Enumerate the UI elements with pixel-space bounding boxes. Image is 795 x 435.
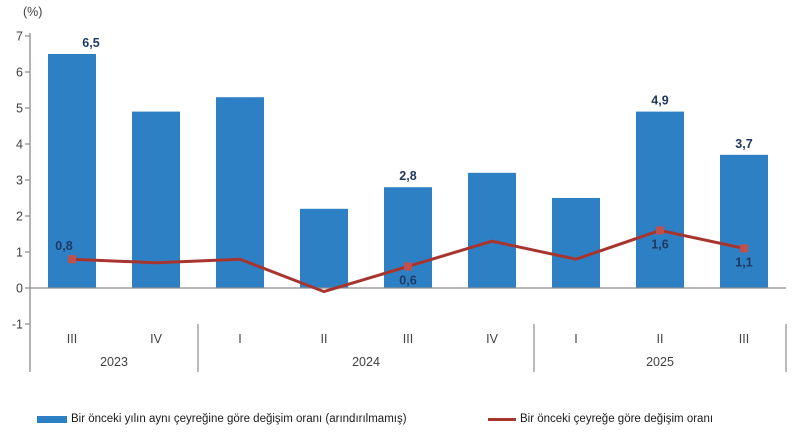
legend-item-line-series: Bir önceki çeyreğe göre değişim oranı: [488, 411, 713, 427]
y-tick-label-3: 3: [16, 174, 23, 188]
y-tick-label-7: 7: [16, 30, 23, 44]
line-series-swatch: [488, 417, 516, 421]
y-tick-label-2: 2: [16, 210, 23, 224]
line-marker-0: [68, 255, 76, 264]
x-quarter-label-5: IV: [486, 332, 498, 346]
line-marker-7: [656, 226, 664, 235]
bar-III-8: [720, 154, 768, 288]
x-quarter-label-1: IV: [150, 332, 162, 346]
x-quarter-label-2: I: [238, 332, 241, 346]
x-quarter-label-8: III: [739, 332, 749, 346]
bar-IV-1: [132, 111, 180, 288]
line-marker-8: [740, 244, 748, 253]
y-tick-label-0: 0: [16, 282, 23, 296]
x-quarter-label-6: I: [574, 332, 577, 346]
bar-IV-5: [468, 172, 516, 288]
y-tick-label--1: -1: [12, 318, 23, 332]
bar-I-2: [216, 97, 264, 288]
x-quarter-label-3: II: [321, 332, 328, 346]
x-quarter-label-7: II: [657, 332, 664, 346]
y-tick-label-1: 1: [16, 246, 23, 260]
line-value-label-8: 1,1: [735, 255, 752, 269]
legend-item-bar-series: Bir önceki yılın aynı çeyreğine göre değ…: [37, 411, 407, 427]
legend-line-label: Bir önceki çeyreğe göre değişim oranı: [520, 413, 714, 425]
bar-III-0: [48, 54, 96, 288]
legend-bar-label: Bir önceki yılın aynı çeyreğine göre değ…: [71, 413, 407, 425]
bar-II-7: [636, 111, 684, 288]
x-year-label-2023: 2023: [100, 355, 128, 369]
bar-series-swatch: [37, 415, 67, 423]
bar-value-label-8: 3,7: [735, 137, 752, 151]
x-quarter-label-4: III: [403, 332, 413, 346]
y-tick-label-5: 5: [16, 102, 23, 116]
line-value-label-4: 0,6: [399, 273, 416, 287]
x-year-label-2024: 2024: [352, 355, 380, 369]
bar-value-label-0: 6,5: [82, 36, 99, 50]
bar-II-3: [300, 208, 348, 288]
x-year-label-2025: 2025: [646, 355, 674, 369]
bar-value-label-7: 4,9: [651, 94, 668, 108]
line-value-label-0: 0,8: [55, 239, 72, 253]
bar-value-label-4: 2,8: [399, 169, 416, 183]
bar-I-6: [552, 198, 600, 288]
y-tick-label-6: 6: [16, 66, 23, 80]
line-marker-4: [404, 262, 412, 271]
line-value-label-7: 1,6: [651, 237, 668, 251]
y-tick-label-4: 4: [16, 138, 23, 152]
y-axis-unit-label: (%): [23, 5, 43, 19]
x-quarter-label-0: III: [67, 332, 77, 346]
